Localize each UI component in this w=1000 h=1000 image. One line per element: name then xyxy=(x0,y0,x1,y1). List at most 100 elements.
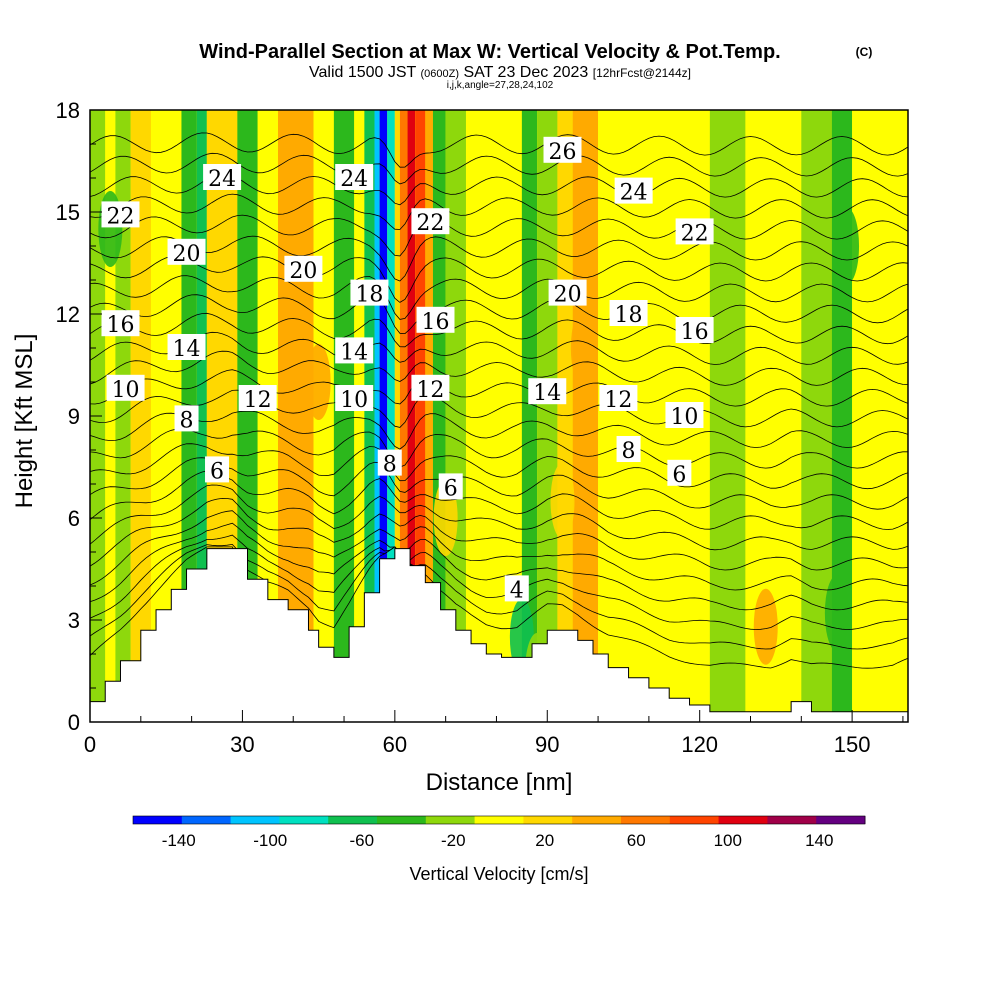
contour-label-bg xyxy=(377,449,402,476)
contour-label-text: 16 xyxy=(421,310,449,335)
theta-contour xyxy=(90,152,908,185)
colorbar-frame xyxy=(132,815,866,825)
velocity-column xyxy=(399,110,408,722)
colorbar-tick-label: -100 xyxy=(253,831,287,850)
contour-label: 10 xyxy=(106,374,145,403)
subtitle-valid: Valid 1500 JST xyxy=(309,64,417,81)
colorbar-swatch xyxy=(377,816,427,824)
contour-label: 24 xyxy=(203,164,242,192)
theta-contour xyxy=(90,510,908,591)
contour-label: 16 xyxy=(101,310,140,338)
contour-label-text: 6 xyxy=(444,476,458,501)
terrain-mask xyxy=(89,548,909,723)
colorbar-tick-label: 140 xyxy=(805,831,833,850)
y-tick-label: 6 xyxy=(68,506,80,531)
chart-title: Wind-Parallel Section at Max W: Vertical… xyxy=(199,41,780,63)
velocity-column xyxy=(572,110,599,722)
colorbar-tick-label: 100 xyxy=(714,831,742,850)
contour-label-text: 12 xyxy=(416,378,444,403)
velocity-column xyxy=(379,110,388,722)
theta-contour xyxy=(90,443,908,490)
contour-label: 4 xyxy=(504,575,529,603)
velocity-column xyxy=(709,110,746,722)
colorbar-swatch xyxy=(328,816,378,824)
velocity-column xyxy=(432,110,446,722)
subtitle-utc: (0600Z) xyxy=(420,68,459,80)
theta-contour xyxy=(90,193,908,230)
velocity-column xyxy=(415,110,426,722)
contour-label-text: 14 xyxy=(340,340,368,365)
velocity-column xyxy=(407,110,416,722)
colorbar-swatch xyxy=(230,816,280,824)
velocity-column xyxy=(465,110,497,722)
colorbar-swatch xyxy=(279,816,329,824)
contour-label-bg xyxy=(543,136,582,163)
theta-contour xyxy=(90,331,908,365)
contour-label: 22 xyxy=(411,208,450,236)
contour-label-bg xyxy=(167,238,206,265)
velocity-column xyxy=(364,110,375,722)
contour-label: 12 xyxy=(238,385,277,413)
velocity-column xyxy=(387,110,395,722)
contour-label: 6 xyxy=(667,459,692,488)
contour-label-bg xyxy=(174,405,199,432)
theta-contour xyxy=(90,350,908,386)
contour-label: 12 xyxy=(599,385,638,413)
colorbar-swatch xyxy=(669,816,720,824)
contour-label-bg xyxy=(416,306,455,333)
theta-contour xyxy=(90,546,908,669)
y-tick-label: 18 xyxy=(56,98,80,123)
contour-label: 6 xyxy=(438,473,463,501)
contour-label-bg xyxy=(667,459,692,486)
theta-contour xyxy=(90,522,908,611)
contour-label-text: 8 xyxy=(180,408,194,433)
contour-label-bg xyxy=(614,177,653,204)
contour-label-text: 4 xyxy=(510,578,524,603)
contour-label-text: 14 xyxy=(533,381,561,406)
colorbar-tick-label: -20 xyxy=(441,831,466,850)
contour-label-text: 20 xyxy=(289,259,317,284)
contour-label: 6 xyxy=(205,456,230,484)
y-tick-label: 3 xyxy=(68,608,80,633)
contour-label-text: 22 xyxy=(416,211,444,236)
x-tick-label: 30 xyxy=(230,732,254,757)
contour-label-bg xyxy=(599,385,638,411)
theta-contour xyxy=(90,428,908,469)
theta-contour xyxy=(90,255,908,303)
colorbar-swatch xyxy=(572,816,622,824)
contour-label-text: 26 xyxy=(549,140,577,165)
y-tick-label: 9 xyxy=(68,404,80,429)
velocity-column xyxy=(354,110,365,722)
y-tick-label: 0 xyxy=(68,710,80,735)
x-tick-label: 90 xyxy=(535,732,559,757)
theta-contour xyxy=(90,294,908,335)
contour-label-text: 8 xyxy=(622,439,636,464)
contour-label-bg xyxy=(205,456,230,483)
subtitle-forecast: [12hrFcst@2144z] xyxy=(593,66,691,80)
contour-label: 20 xyxy=(284,255,323,284)
colorbar-tick-label: -60 xyxy=(349,831,374,850)
contour-label-text: 18 xyxy=(355,283,383,308)
contour-label-text: 24 xyxy=(620,181,648,206)
y-tick-label: 12 xyxy=(56,302,80,327)
velocity-patch xyxy=(824,575,849,652)
terrain xyxy=(89,548,909,723)
colorbar-tick-label: 20 xyxy=(535,831,554,850)
contour-label: 8 xyxy=(174,405,199,433)
colorbar-swatch xyxy=(767,816,817,824)
contour-label: 18 xyxy=(350,279,389,308)
contour-label-text: 12 xyxy=(244,388,272,413)
theta-contour xyxy=(90,214,908,257)
contour-label-bg xyxy=(675,218,714,245)
contour-label: 16 xyxy=(416,306,455,335)
colorbar-swatch xyxy=(523,816,573,824)
contour-label-text: 20 xyxy=(554,283,582,308)
velocity-column xyxy=(872,110,908,722)
contour-label: 10 xyxy=(335,385,374,413)
contour-label: 22 xyxy=(675,218,714,246)
contour-label: 20 xyxy=(167,238,206,267)
theta-contour xyxy=(90,275,908,320)
velocity-column xyxy=(394,110,400,722)
velocity-column xyxy=(598,110,624,722)
